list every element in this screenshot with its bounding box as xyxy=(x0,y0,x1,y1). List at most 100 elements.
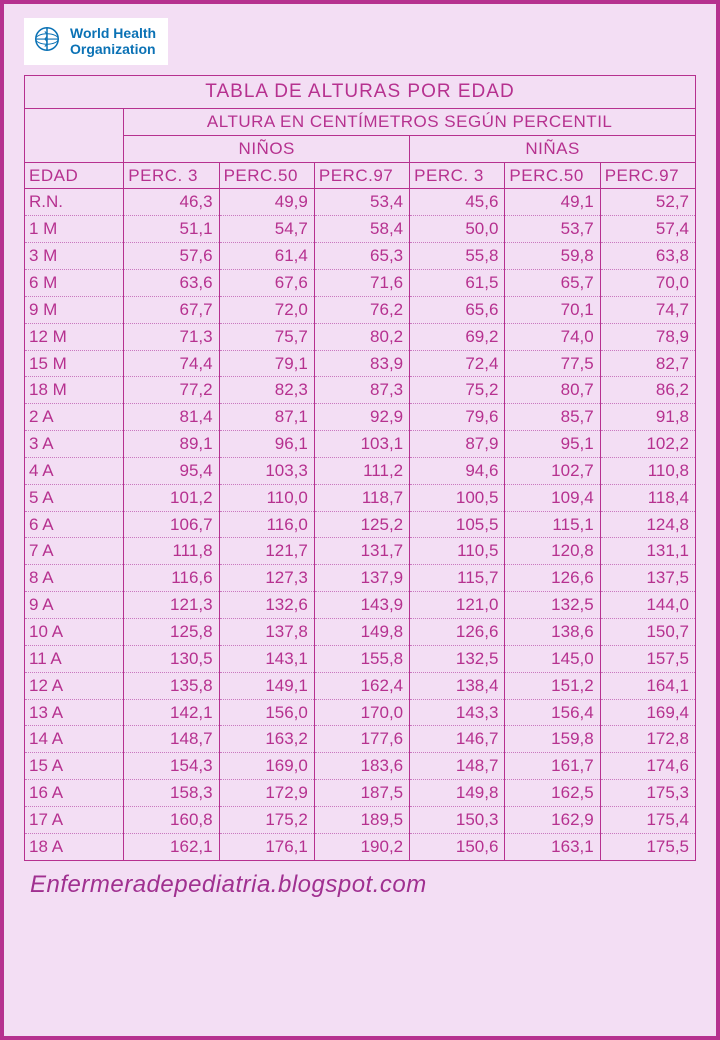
cell-age: 4 A xyxy=(25,457,124,484)
height-by-age-table: TABLA DE ALTURAS POR EDAD ALTURA EN CENT… xyxy=(24,75,696,861)
cell-boys-p97: 71,6 xyxy=(314,270,409,297)
cell-age: 11 A xyxy=(25,645,124,672)
cell-girls-p50: 109,4 xyxy=(505,484,600,511)
cell-boys-p97: 155,8 xyxy=(314,645,409,672)
cell-girls-p3: 72,4 xyxy=(410,350,505,377)
cell-boys-p97: 83,9 xyxy=(314,350,409,377)
cell-boys-p50: 67,6 xyxy=(219,270,314,297)
cell-girls-p97: 57,4 xyxy=(600,216,695,243)
cell-girls-p97: 91,8 xyxy=(600,404,695,431)
cell-boys-p97: 143,9 xyxy=(314,592,409,619)
cell-girls-p50: 161,7 xyxy=(505,753,600,780)
cell-girls-p97: 70,0 xyxy=(600,270,695,297)
cell-boys-p50: 127,3 xyxy=(219,565,314,592)
cell-boys-p50: 163,2 xyxy=(219,726,314,753)
cell-age: 18 A xyxy=(25,833,124,860)
cell-girls-p50: 126,6 xyxy=(505,565,600,592)
cell-girls-p97: 175,5 xyxy=(600,833,695,860)
cell-girls-p97: 74,7 xyxy=(600,296,695,323)
table-row: 4 A95,4103,3111,294,6102,7110,8 xyxy=(25,457,696,484)
cell-girls-p97: 78,9 xyxy=(600,323,695,350)
cell-girls-p50: 102,7 xyxy=(505,457,600,484)
table-row: 18 A162,1176,1190,2150,6163,1175,5 xyxy=(25,833,696,860)
table-row: 15 M74,479,183,972,477,582,7 xyxy=(25,350,696,377)
cell-boys-p3: 125,8 xyxy=(124,618,219,645)
cell-boys-p3: 160,8 xyxy=(124,806,219,833)
cell-girls-p3: 138,4 xyxy=(410,672,505,699)
cell-boys-p50: 96,1 xyxy=(219,431,314,458)
cell-boys-p97: 183,6 xyxy=(314,753,409,780)
cell-boys-p3: 121,3 xyxy=(124,592,219,619)
cell-girls-p97: 144,0 xyxy=(600,592,695,619)
cell-girls-p3: 110,5 xyxy=(410,538,505,565)
cell-girls-p3: 45,6 xyxy=(410,189,505,216)
cell-boys-p97: 111,2 xyxy=(314,457,409,484)
cell-girls-p3: 149,8 xyxy=(410,780,505,807)
cell-boys-p97: 53,4 xyxy=(314,189,409,216)
cell-boys-p50: 79,1 xyxy=(219,350,314,377)
cell-boys-p97: 137,9 xyxy=(314,565,409,592)
cell-girls-p50: 74,0 xyxy=(505,323,600,350)
cell-girls-p3: 150,6 xyxy=(410,833,505,860)
cell-girls-p50: 95,1 xyxy=(505,431,600,458)
table-body: R.N.46,349,953,445,649,152,71 M51,154,75… xyxy=(25,189,696,860)
table-row: 9 A121,3132,6143,9121,0132,5144,0 xyxy=(25,592,696,619)
cell-girls-p50: 132,5 xyxy=(505,592,600,619)
cell-boys-p3: 46,3 xyxy=(124,189,219,216)
cell-boys-p50: 176,1 xyxy=(219,833,314,860)
cell-girls-p97: 118,4 xyxy=(600,484,695,511)
cell-boys-p97: 103,1 xyxy=(314,431,409,458)
cell-girls-p97: 86,2 xyxy=(600,377,695,404)
cell-girls-p3: 55,8 xyxy=(410,243,505,270)
cell-boys-p3: 81,4 xyxy=(124,404,219,431)
cell-boys-p3: 51,1 xyxy=(124,216,219,243)
cell-girls-p50: 159,8 xyxy=(505,726,600,753)
who-logo-text: World HealthOrganization xyxy=(70,26,156,57)
cell-age: R.N. xyxy=(25,189,124,216)
who-logo: World HealthOrganization xyxy=(24,18,168,65)
cell-girls-p3: 94,6 xyxy=(410,457,505,484)
cell-boys-p97: 87,3 xyxy=(314,377,409,404)
cell-boys-p3: 71,3 xyxy=(124,323,219,350)
cell-boys-p3: 142,1 xyxy=(124,699,219,726)
cell-girls-p3: 105,5 xyxy=(410,511,505,538)
cell-boys-p3: 74,4 xyxy=(124,350,219,377)
cell-girls-p3: 50,0 xyxy=(410,216,505,243)
group-girls-header: NIÑAS xyxy=(410,135,696,162)
cell-girls-p3: 121,0 xyxy=(410,592,505,619)
cell-girls-p97: 175,3 xyxy=(600,780,695,807)
cell-girls-p3: 132,5 xyxy=(410,645,505,672)
table-row: 11 A130,5143,1155,8132,5145,0157,5 xyxy=(25,645,696,672)
table-row: 10 A125,8137,8149,8126,6138,6150,7 xyxy=(25,618,696,645)
cell-girls-p50: 59,8 xyxy=(505,243,600,270)
cell-age: 9 M xyxy=(25,296,124,323)
cell-boys-p50: 156,0 xyxy=(219,699,314,726)
table-row: 6 A106,7116,0125,2105,5115,1124,8 xyxy=(25,511,696,538)
cell-age: 7 A xyxy=(25,538,124,565)
cell-girls-p50: 80,7 xyxy=(505,377,600,404)
table-row: 7 A111,8121,7131,7110,5120,8131,1 xyxy=(25,538,696,565)
cell-boys-p50: 49,9 xyxy=(219,189,314,216)
table-row: 15 A154,3169,0183,6148,7161,7174,6 xyxy=(25,753,696,780)
cell-age: 17 A xyxy=(25,806,124,833)
cell-boys-p50: 149,1 xyxy=(219,672,314,699)
cell-girls-p3: 87,9 xyxy=(410,431,505,458)
cell-girls-p97: 175,4 xyxy=(600,806,695,833)
col-girls-p3: PERC. 3 xyxy=(410,162,505,189)
table-row: 16 A158,3172,9187,5149,8162,5175,3 xyxy=(25,780,696,807)
cell-boys-p50: 172,9 xyxy=(219,780,314,807)
cell-boys-p3: 77,2 xyxy=(124,377,219,404)
cell-boys-p50: 169,0 xyxy=(219,753,314,780)
cell-girls-p50: 138,6 xyxy=(505,618,600,645)
table-row: 14 A148,7163,2177,6146,7159,8172,8 xyxy=(25,726,696,753)
cell-girls-p3: 79,6 xyxy=(410,404,505,431)
cell-boys-p3: 162,1 xyxy=(124,833,219,860)
cell-boys-p50: 82,3 xyxy=(219,377,314,404)
cell-boys-p3: 135,8 xyxy=(124,672,219,699)
cell-age: 6 A xyxy=(25,511,124,538)
cell-girls-p3: 143,3 xyxy=(410,699,505,726)
table-row: 12 M71,375,780,269,274,078,9 xyxy=(25,323,696,350)
cell-girls-p50: 163,1 xyxy=(505,833,600,860)
col-girls-p97: PERC.97 xyxy=(600,162,695,189)
cell-age: 10 A xyxy=(25,618,124,645)
